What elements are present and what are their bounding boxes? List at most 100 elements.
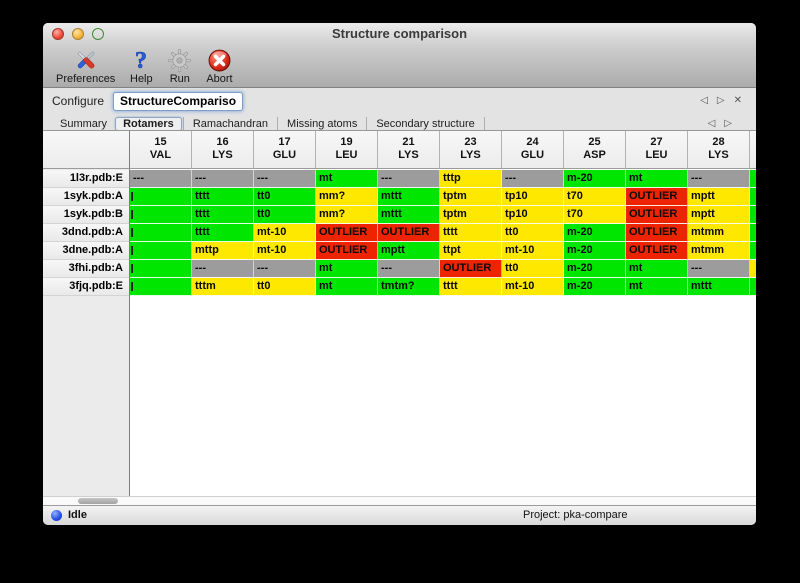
rotamer-cell[interactable]: OUTLIER bbox=[440, 260, 502, 278]
rotamer-cell[interactable]: tmtm? bbox=[378, 278, 440, 296]
rotamer-cell[interactable] bbox=[750, 188, 756, 206]
rotamer-cell[interactable]: m-20 bbox=[564, 242, 626, 260]
rotamer-cell[interactable]: mtmm bbox=[688, 242, 750, 260]
rotamer-cell[interactable]: mt-10 bbox=[254, 224, 316, 242]
rotamer-cell[interactable]: --- bbox=[378, 170, 440, 188]
close-window-button[interactable] bbox=[52, 28, 64, 40]
rotamer-cell[interactable]: tt0 bbox=[254, 206, 316, 224]
rotamer-cell[interactable]: tttt bbox=[192, 224, 254, 242]
rotamer-cell[interactable] bbox=[750, 260, 756, 278]
column-header[interactable]: 15 VAL bbox=[130, 131, 192, 169]
rotamer-cell[interactable]: tttt bbox=[440, 224, 502, 242]
rotamer-cell[interactable]: mttp bbox=[192, 242, 254, 260]
horizontal-scrollbar[interactable] bbox=[43, 496, 756, 506]
rotamer-cell[interactable]: --- bbox=[192, 170, 254, 188]
configuration-name-input[interactable] bbox=[113, 91, 244, 111]
rotamer-cell[interactable]: OUTLIER bbox=[316, 242, 378, 260]
zoom-window-button[interactable] bbox=[92, 28, 104, 40]
column-header[interactable]: 16 LYS bbox=[192, 131, 254, 169]
rotamer-cell[interactable]: OUTLIER bbox=[626, 242, 688, 260]
rotamer-cell[interactable]: OUTLIER bbox=[316, 224, 378, 242]
rotamer-cell[interactable]: mptt bbox=[688, 206, 750, 224]
rotamer-cell[interactable]: mttt bbox=[688, 278, 750, 296]
rotamer-cell[interactable]: --- bbox=[378, 260, 440, 278]
row-label[interactable]: 3fhi.pdb:A bbox=[43, 260, 129, 278]
rotamer-cell[interactable]: tptm bbox=[440, 188, 502, 206]
column-header[interactable]: 19 LEU bbox=[316, 131, 378, 169]
rotamer-cell[interactable]: --- bbox=[502, 170, 564, 188]
rotamer-cell[interactable] bbox=[750, 242, 756, 260]
column-header[interactable]: 25 ASP bbox=[564, 131, 626, 169]
rotamer-cell[interactable]: tttt bbox=[192, 206, 254, 224]
rotamer-cell[interactable]: mt-10 bbox=[254, 242, 316, 260]
rotamer-cell[interactable]: mt bbox=[626, 278, 688, 296]
preferences-button[interactable]: Preferences bbox=[49, 47, 122, 85]
forward-arrow-icon[interactable]: ▷ bbox=[724, 118, 732, 129]
rotamer-cell[interactable]: mm? bbox=[316, 188, 378, 206]
abort-button[interactable]: Abort bbox=[199, 47, 239, 85]
help-button[interactable]: ? Help bbox=[122, 47, 160, 85]
rotamer-cell[interactable]: mt bbox=[626, 170, 688, 188]
rotamer-cell[interactable]: mptt bbox=[378, 242, 440, 260]
rotamer-cell[interactable]: mm? bbox=[316, 206, 378, 224]
rotamer-cell[interactable]: t70 bbox=[564, 206, 626, 224]
rotamer-cell[interactable]: --- bbox=[254, 260, 316, 278]
rotamer-cell[interactable] bbox=[130, 278, 192, 296]
rotamer-cell[interactable]: OUTLIER bbox=[626, 188, 688, 206]
rotamer-cell[interactable]: mt bbox=[316, 278, 378, 296]
rotamer-cell[interactable]: OUTLIER bbox=[378, 224, 440, 242]
rotamer-cell[interactable]: OUTLIER bbox=[626, 206, 688, 224]
rotamer-cell[interactable]: mptt bbox=[688, 188, 750, 206]
rotamer-cell[interactable] bbox=[130, 224, 192, 242]
tab-ramachandran[interactable]: Ramachandran bbox=[192, 117, 269, 130]
rotamer-cell[interactable]: tttp bbox=[440, 170, 502, 188]
back-arrow-icon[interactable]: ◁ bbox=[707, 118, 716, 129]
column-header[interactable]: 21 LYS bbox=[378, 131, 440, 169]
rotamer-cell[interactable]: m-20 bbox=[564, 170, 626, 188]
rotamer-cell[interactable]: mt bbox=[316, 170, 378, 188]
rotamer-cell[interactable]: tttt bbox=[192, 188, 254, 206]
row-label[interactable]: 1syk.pdb:B bbox=[43, 206, 129, 224]
rotamer-cell[interactable]: --- bbox=[192, 260, 254, 278]
rotamer-cell[interactable] bbox=[750, 170, 756, 188]
rotamer-cell[interactable] bbox=[750, 278, 756, 296]
rotamer-cell[interactable] bbox=[750, 206, 756, 224]
rotamer-cell[interactable]: tptm bbox=[440, 206, 502, 224]
forward-arrow-icon[interactable]: ▷ bbox=[716, 95, 725, 106]
back-arrow-icon[interactable]: ◁ bbox=[700, 95, 708, 106]
row-label[interactable]: 1l3r.pdb:E bbox=[43, 170, 129, 188]
tab-missing-atoms[interactable]: Missing atoms bbox=[287, 117, 358, 130]
row-label[interactable]: 3dnd.pdb:A bbox=[43, 224, 129, 242]
rotamer-cell[interactable]: mt-10 bbox=[502, 242, 564, 260]
rotamer-cell[interactable]: tt0 bbox=[254, 188, 316, 206]
rotamer-cell[interactable]: --- bbox=[688, 260, 750, 278]
title-bar[interactable]: Structure comparison bbox=[43, 23, 756, 45]
scrollbar-thumb[interactable] bbox=[78, 498, 118, 504]
rotamer-cell[interactable]: tt0 bbox=[502, 260, 564, 278]
rotamer-cell[interactable]: tp10 bbox=[502, 188, 564, 206]
minimize-window-button[interactable] bbox=[72, 28, 84, 40]
rotamer-cell[interactable]: mttt bbox=[378, 188, 440, 206]
rotamer-cell[interactable] bbox=[130, 206, 192, 224]
rotamer-cell[interactable] bbox=[130, 242, 192, 260]
row-label[interactable]: 3dne.pdb:A bbox=[43, 242, 129, 260]
rotamer-cell[interactable]: mt bbox=[316, 260, 378, 278]
rotamer-cell[interactable]: OUTLIER bbox=[626, 224, 688, 242]
rotamer-cell[interactable]: mtmm bbox=[688, 224, 750, 242]
rotamer-cell[interactable]: --- bbox=[130, 170, 192, 188]
rotamer-cell[interactable] bbox=[130, 188, 192, 206]
rotamer-cell[interactable]: mttt bbox=[378, 206, 440, 224]
close-icon[interactable]: ✕ bbox=[733, 95, 742, 106]
rotamer-cell[interactable]: t70 bbox=[564, 188, 626, 206]
column-header[interactable]: 17 GLU bbox=[254, 131, 316, 169]
rotamer-cell[interactable] bbox=[750, 224, 756, 242]
column-header[interactable]: 28 LYS bbox=[688, 131, 750, 169]
rotamer-cell[interactable]: tp10 bbox=[502, 206, 564, 224]
tab-summary[interactable]: Summary bbox=[60, 117, 108, 130]
rotamer-cell[interactable]: --- bbox=[688, 170, 750, 188]
column-header[interactable]: 27 LEU bbox=[626, 131, 688, 169]
rotamer-cell[interactable]: tttm bbox=[192, 278, 254, 296]
rotamer-cell[interactable] bbox=[130, 260, 192, 278]
tab-rotamers[interactable]: Rotamers bbox=[115, 116, 182, 131]
rotamer-cell[interactable]: m-20 bbox=[564, 224, 626, 242]
